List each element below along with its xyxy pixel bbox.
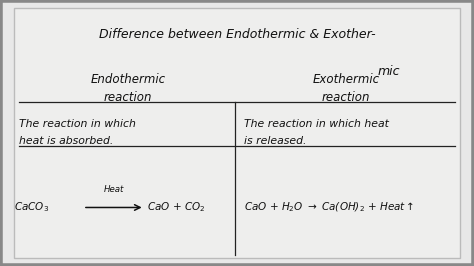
Text: Difference between Endothermic & Exother-: Difference between Endothermic & Exother… [99, 28, 375, 41]
Text: is released.: is released. [244, 136, 307, 146]
Text: The reaction in which heat: The reaction in which heat [244, 119, 389, 129]
Text: CaO + H$_2$O $\rightarrow$ Ca(OH)$_2$ + Heat$\uparrow$: CaO + H$_2$O $\rightarrow$ Ca(OH)$_2$ + … [244, 201, 415, 214]
Text: CaCO$_3$: CaCO$_3$ [14, 201, 49, 214]
Text: The reaction in which: The reaction in which [19, 119, 136, 129]
Text: reaction: reaction [104, 91, 152, 103]
Text: Endothermic: Endothermic [91, 73, 165, 86]
Text: reaction: reaction [322, 91, 370, 103]
Text: CaO + CO$_2$: CaO + CO$_2$ [147, 201, 205, 214]
Text: mic: mic [377, 65, 400, 78]
Text: Heat: Heat [104, 185, 124, 194]
Text: heat is absorbed.: heat is absorbed. [19, 136, 113, 146]
Text: Exothermic: Exothermic [312, 73, 380, 86]
FancyBboxPatch shape [14, 8, 460, 258]
